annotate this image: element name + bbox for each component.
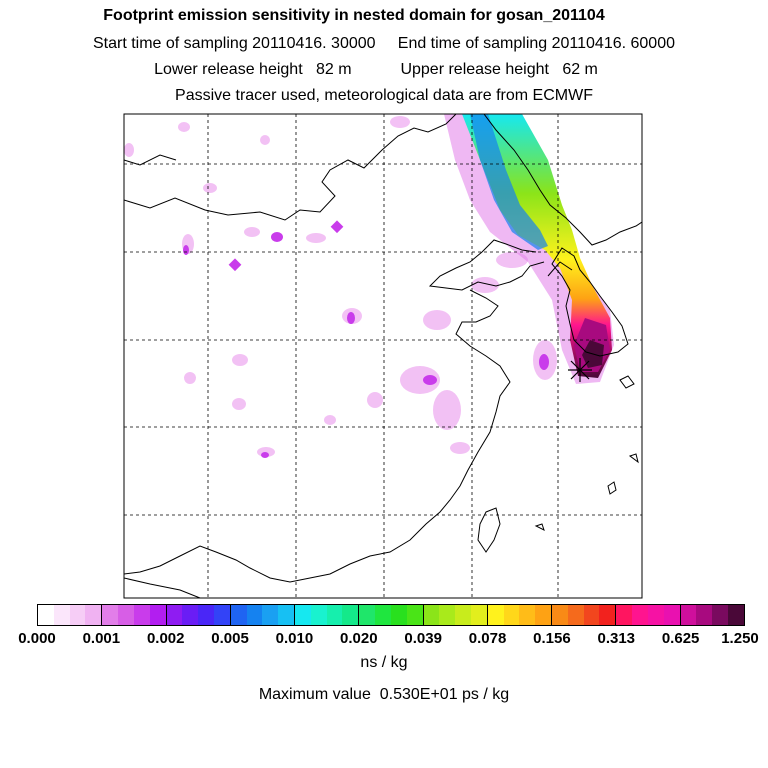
colorbar-cell [230,605,247,625]
colorbar-cell [599,605,617,625]
colorbar-tick-label: 0.078 [468,630,507,647]
plume-edge-blue [470,114,548,250]
colorbar-cell [326,605,343,625]
release-height-line: Lower release height 82 m Upper release … [154,61,598,78]
map-frame [123,113,643,599]
colorbar-cell [375,605,391,625]
colorbar-cell [262,605,279,625]
colorbar-cell [583,605,600,625]
colorbar-tick-label: 0.001 [82,630,121,647]
colorbar-tick-label: 0.313 [597,630,636,647]
colorbar-cell [535,605,552,625]
sensitivity-field [124,114,614,458]
colorbar-cell [295,605,311,625]
colorbar-cell [423,605,440,625]
colorbar-cell [470,605,488,625]
colorbar-cell [406,605,424,625]
lat-lon-grid [124,114,642,598]
colorbar-cell [213,605,231,625]
colorbar-tick-label: 1.250 [721,630,759,647]
colorbar-cell [727,605,744,625]
colorbar-tick-labels: 0.000 0.001 0.002 0.005 0.010 0.020 0.039 0.078… [0,630,768,650]
map-background [124,114,642,598]
colorbar [37,604,745,626]
low-sensitivity-patches [124,116,557,457]
colorbar-cell [166,605,183,625]
colorbar-tick-label: 0.020 [340,630,378,647]
colorbar-cell [102,605,119,625]
colorbar-cell [487,605,504,625]
colorbar-unit-label: ns / kg [360,654,408,671]
colorbar-tick-label: 0.039 [404,630,442,647]
plot-title: Footprint emission sensitivity in nested… [103,7,605,24]
colorbar-cell [342,605,360,625]
colorbar-cell [439,605,456,625]
maximum-value-label: Maximum value 0.530E+01 ps / kg [258,686,510,703]
colorbar-tick-label: 0.002 [146,630,185,647]
medium-sensitivity-patches [183,220,549,458]
colorbar-tick-label: 0.000 [18,630,56,647]
colorbar-cell [198,605,214,625]
colorbar-cell [149,605,167,625]
colorbar-cell [519,605,536,625]
colorbar-cell [503,605,520,625]
colorbar-cell [310,605,327,625]
colorbar-cell [663,605,681,625]
colorbar-cell [38,605,54,625]
colorbar-cell [246,605,263,625]
colorbar-cell [696,605,713,625]
colorbar-cell [567,605,584,625]
colorbar-cell [616,605,633,625]
colorbar-cell [118,605,134,625]
colorbar-cell [455,605,471,625]
tracer-info-line: Passive tracer used, meteorological data… [175,87,593,104]
colorbar-tick-label: 0.005 [211,630,249,647]
colorbar-cell [133,605,150,625]
colorbar-tick-label: 0.010 [275,630,314,647]
colorbar-cell [712,605,728,625]
colorbar-cell [680,605,697,625]
colorbar-cell [53,605,70,625]
colorbar-cell [278,605,295,625]
colorbar-tick-label: 0.625 [661,630,700,647]
colorbar-cell [390,605,407,625]
footprint-map [123,113,643,599]
sampling-time-line: Start time of sampling 20110416. 30000 E… [92,35,675,52]
colorbar-cell [69,605,86,625]
colorbar-cell [85,605,103,625]
colorbar-cell [647,605,664,625]
colorbar-cell [552,605,568,625]
coastlines [124,114,642,598]
colorbar-cell [632,605,648,625]
receptor-marker [568,358,592,382]
colorbar-cell [359,605,376,625]
colorbar-tick-label: 0.156 [533,630,571,647]
colorbar-cell [182,605,199,625]
